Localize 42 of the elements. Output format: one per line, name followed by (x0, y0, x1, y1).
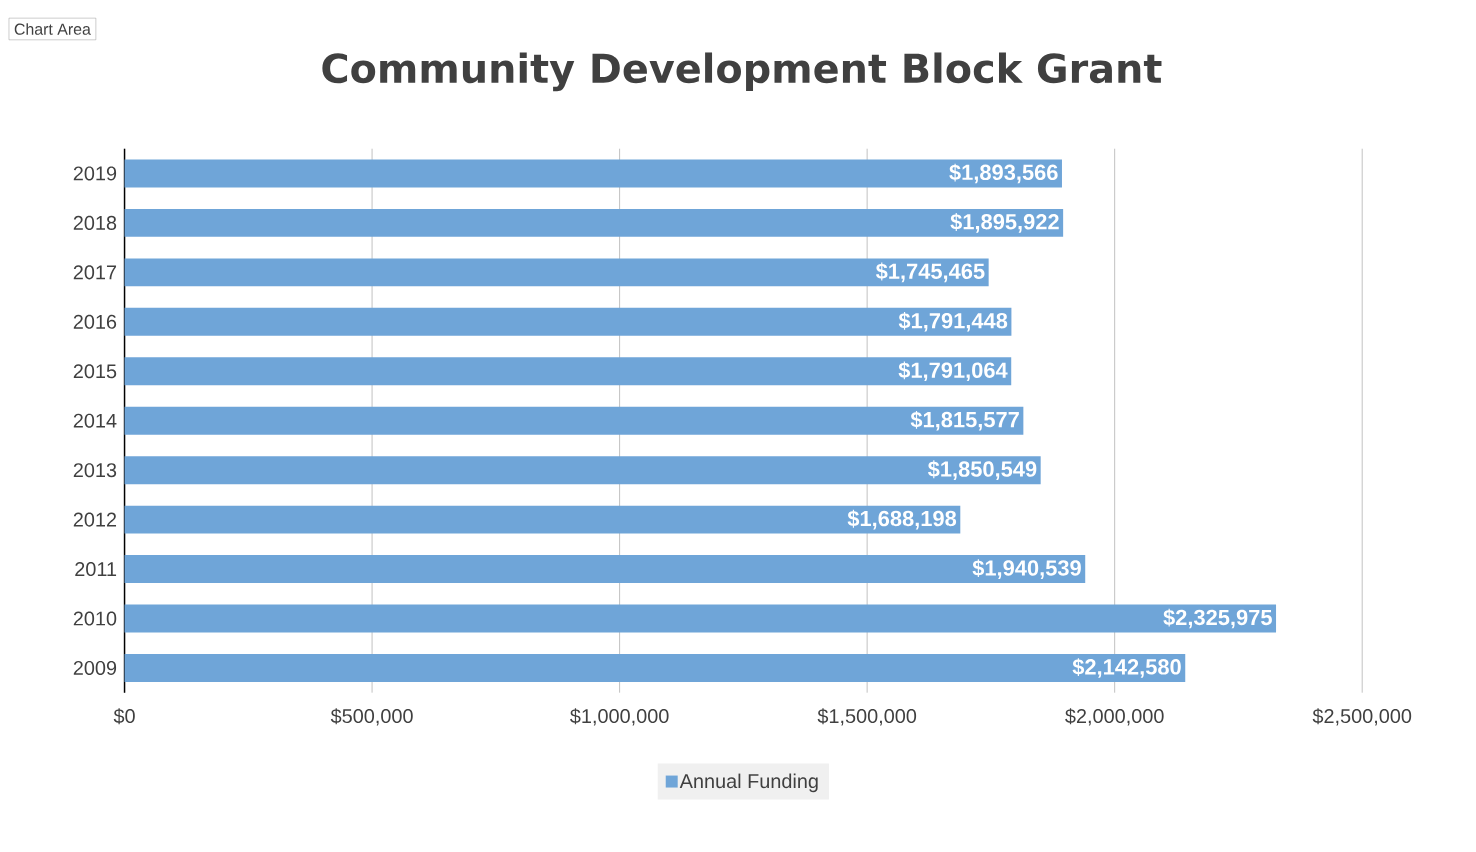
bar (124, 208, 1064, 237)
x-tick-label: $500,000 (330, 708, 413, 726)
bar (124, 159, 1062, 188)
data-label: $1,791,448 (898, 311, 1008, 332)
y-tick-label: 2018 (73, 215, 117, 230)
data-label: $1,895,922 (950, 212, 1059, 233)
data-label: $1,745,465 (875, 262, 985, 282)
bar (124, 406, 1024, 435)
data-label: $2,325,975 (1163, 608, 1272, 629)
data-label: $1,688,198 (847, 509, 957, 530)
bar (124, 505, 961, 534)
bar (124, 307, 1012, 336)
bar (124, 554, 1086, 583)
bar (124, 357, 1012, 386)
y-tick-label: 2019 (73, 166, 117, 181)
data-label: $1,791,064 (898, 361, 1008, 381)
y-tick-label: 2016 (73, 314, 117, 329)
bar (124, 604, 1277, 633)
y-tick-label: 2017 (73, 265, 117, 280)
x-tick-label: $1,000,000 (570, 708, 669, 726)
data-label: $2,142,580 (1072, 657, 1181, 678)
data-label: $1,893,566 (949, 163, 1058, 184)
y-tick-label: 2014 (73, 413, 117, 428)
bar (124, 258, 989, 287)
y-tick-label: 2009 (73, 660, 117, 675)
y-tick-label: 2012 (73, 512, 117, 527)
bar (124, 456, 1041, 484)
y-tick-label: 2015 (73, 364, 117, 379)
data-label: $1,815,577 (910, 410, 1019, 431)
x-tick-label: $0 (113, 708, 135, 725)
y-tick-label: 2010 (73, 611, 117, 626)
bar (124, 653, 1186, 682)
text: Chart Area (14, 22, 91, 35)
y-tick-label: 2011 (75, 561, 117, 576)
x-tick-label: $1,500,000 (817, 708, 917, 726)
chart-title: Community Development Block Grant (322, 52, 1162, 92)
legend-label: Annual Funding (679, 773, 818, 792)
data-label: $1,850,549 (927, 460, 1037, 480)
x-tick-label: $2,500,000 (1312, 708, 1412, 726)
data-label: $1,940,539 (972, 559, 1081, 579)
x-tick-label: $2,000,000 (1065, 708, 1164, 726)
y-tick-label: 2013 (73, 462, 117, 478)
